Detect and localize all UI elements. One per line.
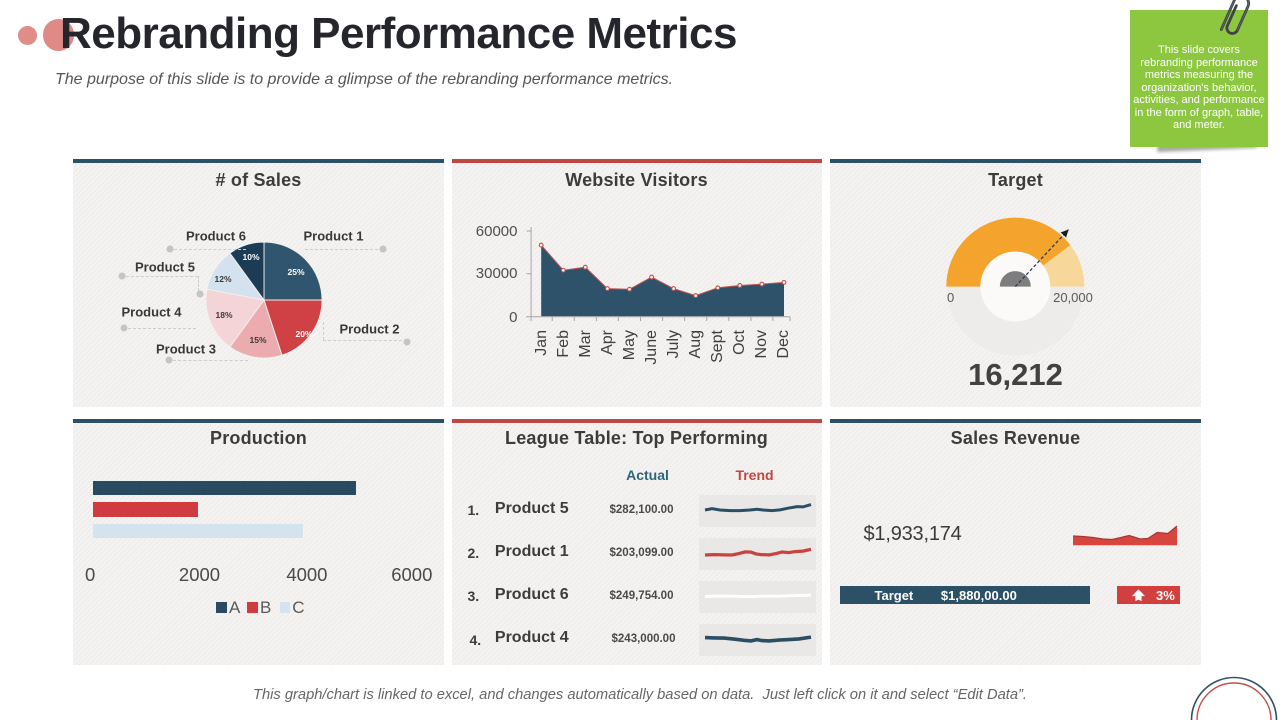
svg-text:25%: 25% (287, 267, 304, 277)
svg-text:10%: 10% (242, 252, 259, 262)
svg-text:12%: 12% (214, 274, 231, 284)
svg-text:15%: 15% (249, 335, 266, 345)
svg-text:18%: 18% (215, 310, 232, 320)
svg-text:20%: 20% (295, 329, 312, 339)
